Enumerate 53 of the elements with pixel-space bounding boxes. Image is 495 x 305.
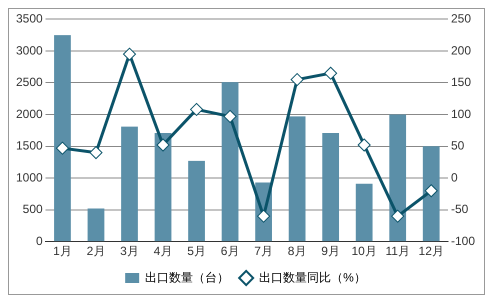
x-tick-label: 1月	[53, 244, 72, 258]
x-tick-label: 2月	[86, 244, 106, 258]
bar	[322, 132, 340, 242]
x-tick-label: 8月	[288, 244, 306, 258]
y2-tick-label: 200	[450, 43, 472, 58]
x-tick-label: 7月	[254, 244, 273, 258]
y2-tick-label: 50	[450, 138, 465, 153]
y-tick-label: 3000	[16, 43, 44, 58]
point	[324, 66, 338, 80]
legend-label: 出口数量（台）	[145, 270, 230, 284]
y2-tick-label: 100	[450, 106, 472, 121]
bar	[188, 160, 205, 242]
point	[424, 184, 438, 198]
y-tick-label: 2000	[16, 106, 44, 121]
bar	[422, 146, 440, 242]
y-tick-label: 0	[36, 234, 44, 248]
x-tick-label: 10月	[351, 244, 377, 258]
bar	[288, 116, 306, 242]
y2-tick-label: 250	[450, 12, 472, 26]
x-tick-label: 6月	[220, 244, 240, 258]
x-tick-label: 4月	[154, 244, 172, 258]
x-tick-label: 5月	[187, 244, 206, 258]
bar	[389, 114, 406, 242]
point	[56, 142, 69, 155]
bar	[121, 126, 138, 242]
bar	[154, 132, 172, 242]
x-tick-label: 3月	[120, 244, 139, 258]
x-tick-label: 11月	[385, 244, 410, 258]
y-tick-label: 1500	[16, 138, 44, 153]
bar	[54, 35, 71, 242]
y-tick-label: 500	[22, 202, 44, 216]
y-tick-label: 1000	[16, 170, 44, 184]
legend-label: 出口数量同比（%）	[259, 270, 366, 284]
y2-tick-label: -100	[450, 234, 476, 248]
bar	[356, 184, 373, 242]
point	[257, 210, 270, 223]
x-tick-label: 12月	[418, 244, 444, 258]
point	[89, 146, 102, 160]
x-tick-label: 9月	[321, 244, 340, 258]
bar	[222, 82, 238, 242]
y-tick-label: 2500	[16, 75, 44, 90]
y-tick-label: 3500	[16, 12, 44, 26]
y2-tick-label: -50	[450, 202, 469, 216]
y2-tick-label: 0	[450, 170, 458, 184]
bar	[88, 208, 104, 242]
point	[224, 110, 237, 123]
point	[123, 48, 136, 61]
point	[358, 138, 371, 152]
point	[290, 73, 304, 86]
y2-tick-label: 150	[450, 75, 472, 90]
point	[391, 210, 404, 223]
point	[190, 102, 204, 116]
point	[156, 138, 170, 152]
